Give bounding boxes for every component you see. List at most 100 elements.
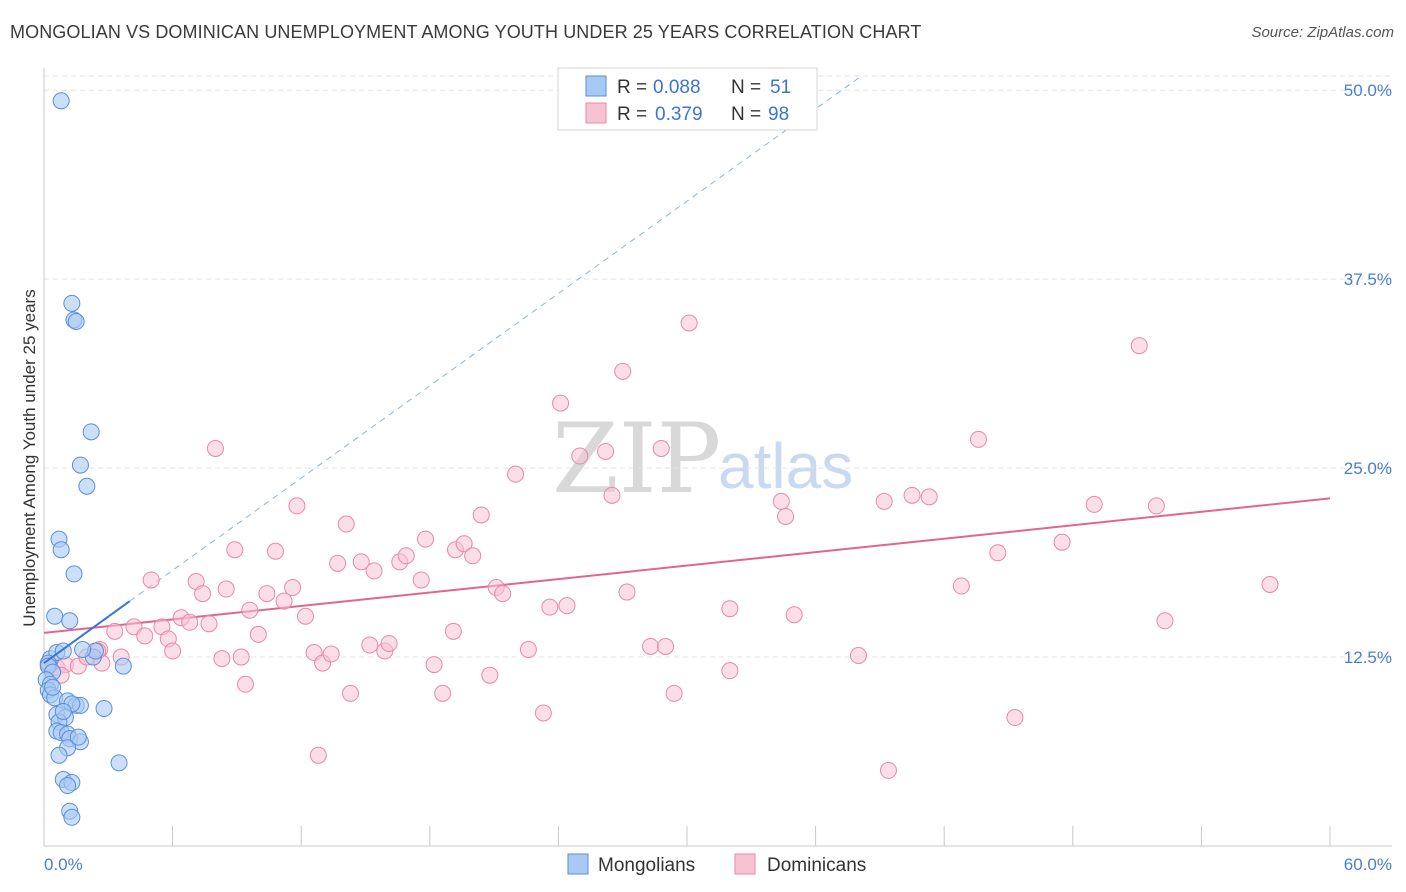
point-dominicans-81 (785, 606, 803, 624)
point-dominicans-64 (541, 598, 559, 616)
point-mongolians-6 (78, 477, 96, 495)
point-dominicans-87 (952, 577, 970, 595)
legend-r-value-mongolians: 0.088 (653, 77, 701, 98)
point-dominicans-39 (329, 554, 347, 572)
legend-n-value-mongolians: 51 (770, 77, 791, 98)
point-dominicans-96 (1261, 576, 1279, 594)
trend-line-mongolians (43, 600, 131, 664)
watermark: ZIP atlas (552, 403, 853, 515)
point-mongolians-4 (82, 423, 100, 441)
grid (44, 75, 1392, 658)
point-dominicans-95 (1156, 612, 1174, 630)
point-dominicans-28 (249, 625, 267, 643)
point-dominicans-74 (657, 637, 675, 655)
point-dominicans-16 (164, 642, 182, 660)
point-dominicans-82 (849, 647, 867, 665)
point-dominicans-27 (241, 601, 259, 619)
point-mongolians-41 (59, 777, 77, 795)
legend-label-mongolians: Mongolians (598, 855, 695, 876)
point-mongolians-49 (54, 702, 72, 720)
point-dominicans-31 (275, 592, 293, 610)
point-dominicans-92 (1085, 495, 1103, 513)
point-dominicans-53 (444, 622, 462, 640)
point-mongolians-38 (110, 754, 128, 772)
point-dominicans-48 (397, 547, 415, 565)
point-dominicans-57 (472, 506, 490, 524)
watermark-atlas: atlas (718, 430, 853, 502)
point-dominicans-66 (558, 597, 576, 615)
point-dominicans-69 (603, 486, 621, 504)
point-dominicans-60 (494, 585, 512, 603)
x-tick-labels: 0.0% 60.0% (44, 855, 1392, 874)
point-mongolians-46 (114, 657, 132, 675)
y-tick-labels: 12.5% 25.0% 37.5% 50.0% (1344, 81, 1392, 667)
point-dominicans-41 (341, 684, 359, 702)
y-tick-label-1: 25.0% (1344, 459, 1392, 478)
point-dominicans-46 (380, 634, 398, 652)
point-mongolians-47 (74, 641, 92, 658)
point-dominicans-84 (879, 761, 897, 779)
point-mongolians-5 (71, 456, 89, 474)
axes (43, 68, 1392, 847)
point-dominicans-75 (665, 684, 683, 702)
point-dominicans-32 (284, 579, 302, 597)
point-dominicans-85 (903, 486, 921, 504)
point-dominicans-36 (309, 746, 327, 764)
point-mongolians-0 (52, 92, 70, 110)
point-mongolians-10 (46, 607, 64, 625)
point-dominicans-72 (642, 637, 660, 655)
legend-swatch-dominicans-bottom (734, 853, 756, 875)
point-dominicans-90 (1006, 709, 1024, 727)
legend-r-value-dominicans: 0.379 (655, 104, 703, 125)
point-dominicans-21 (200, 615, 218, 633)
legend-n-value-dominicans: 98 (768, 104, 789, 125)
chart-source: Source: ZipAtlas.com (1251, 24, 1394, 41)
point-dominicans-55 (455, 535, 473, 553)
point-mongolians-50 (69, 728, 87, 746)
point-dominicans-88 (969, 430, 987, 448)
point-dominicans-65 (552, 394, 570, 412)
point-dominicans-52 (434, 684, 452, 702)
point-dominicans-20 (194, 585, 212, 603)
point-dominicans-40 (337, 515, 355, 533)
data-points (37, 92, 1279, 826)
point-dominicans-73 (652, 439, 670, 457)
point-dominicans-68 (597, 442, 615, 460)
point-mongolians-43 (63, 808, 81, 826)
point-dominicans-23 (213, 650, 231, 668)
point-dominicans-70 (614, 362, 632, 380)
point-dominicans-71 (618, 583, 636, 601)
point-mongolians-37 (50, 746, 68, 764)
y-tick-label-0: 12.5% (1344, 648, 1392, 667)
x-tick-label-0: 0.0% (44, 855, 83, 874)
point-dominicans-62 (519, 641, 537, 658)
point-dominicans-61 (507, 465, 525, 483)
trend-line-dominicans (43, 497, 1331, 634)
trend-line-mongolians-extrapolated (129, 77, 859, 602)
point-dominicans-25 (226, 541, 244, 559)
point-dominicans-22 (206, 439, 224, 457)
point-dominicans-91 (1053, 533, 1071, 551)
legend-swatch-dominicans (585, 102, 607, 124)
chart-title: MONGOLIAN VS DOMINICAN UNEMPLOYMENT AMON… (10, 22, 922, 42)
point-dominicans-86 (920, 488, 938, 506)
point-mongolians-8 (52, 541, 70, 559)
point-dominicans-24 (217, 580, 235, 598)
point-dominicans-43 (361, 636, 379, 654)
legend-n-label-mongolians: N = (731, 77, 761, 98)
point-dominicans-83 (875, 492, 893, 510)
point-mongolians-3 (67, 312, 85, 330)
point-dominicans-78 (721, 662, 739, 680)
point-dominicans-51 (425, 656, 443, 674)
y-tick-label-3: 50.0% (1344, 81, 1392, 100)
point-dominicans-30 (266, 542, 284, 560)
point-dominicans-49 (412, 571, 430, 589)
legend-swatch-mongolians-bottom (567, 853, 589, 875)
series-legend: Mongolians Dominicans (567, 853, 866, 876)
point-dominicans-93 (1130, 337, 1148, 355)
point-dominicans-76 (680, 314, 698, 332)
point-dominicans-18 (181, 613, 199, 631)
point-dominicans-26 (236, 675, 254, 693)
legend-r-label-dominicans: R = (617, 104, 647, 125)
